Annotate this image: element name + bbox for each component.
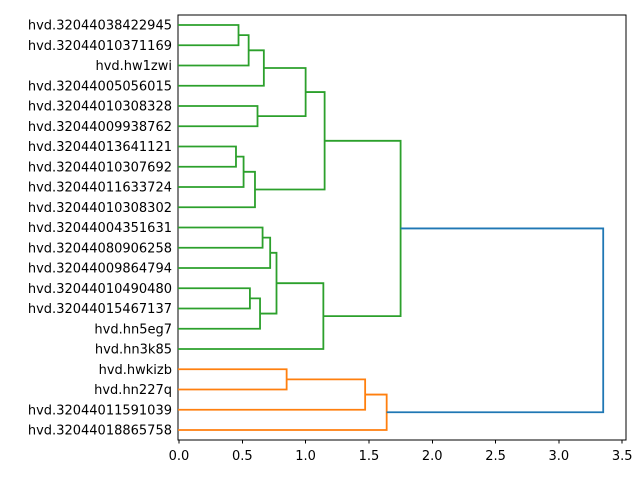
leaf-label: hvd.32044010490480: [28, 282, 172, 297]
dendrogram-link: [260, 251, 278, 315]
leaf-label: hvd.32044010308328: [28, 100, 172, 115]
dendrogram-link: [178, 170, 256, 209]
dendrogram-link: [178, 226, 264, 249]
dendrogram-link: [178, 368, 288, 391]
leaf-label: hvd.32044018865758: [28, 424, 172, 439]
leaf-label: hvd.32044009938762: [28, 120, 172, 135]
leaf-label: hvd.32044009864794: [28, 262, 172, 277]
dendrogram-link: [178, 297, 261, 330]
leaf-label: hvd.32044038422945: [28, 19, 172, 34]
leaf-label: hvd.hn227q: [94, 383, 172, 398]
dendrogram-link: [178, 287, 251, 310]
leaf-label: hvd.32044010371169: [28, 39, 172, 54]
leaf-label: hvd.hwkizb: [99, 363, 172, 378]
dendrogram-link: [178, 24, 240, 47]
leaf-label: hvd.hn3k85: [95, 343, 172, 358]
x-tick-label: 1.5: [359, 449, 380, 464]
leaf-label: hvd.32044015467137: [28, 302, 172, 317]
x-tick-label: 0.0: [169, 449, 190, 464]
leaf-label: hvd.32044004351631: [28, 221, 172, 236]
x-tick-label: 2.5: [485, 449, 506, 464]
x-tick-label: 3.5: [612, 449, 633, 464]
leaf-label: hvd.32044011591039: [28, 403, 172, 418]
leaf-label: hvd.32044013641121: [28, 140, 172, 155]
x-tick-label: 3.0: [549, 449, 570, 464]
dendrogram-link: [178, 236, 272, 269]
x-tick-label: 2.0: [422, 449, 443, 464]
leaf-label: hvd.32044011633724: [28, 181, 172, 196]
leaf-label: hvd.32044010308302: [28, 201, 172, 216]
dendrogram-link: [386, 227, 605, 414]
dendrogram-link: [178, 49, 265, 87]
leaf-label: hvd.hw1zwi: [95, 59, 172, 74]
dendrogram-link: [178, 378, 367, 411]
dendrogram-link: [178, 145, 237, 168]
leaf-label: hvd.32044005056015: [28, 79, 172, 94]
dendrogram-link: [323, 139, 402, 317]
x-tick-label: 0.5: [232, 449, 253, 464]
leaf-label: hvd.32044010307692: [28, 160, 172, 175]
dendrogram-link: [178, 155, 245, 188]
dendrogram-link: [178, 105, 259, 128]
dendrogram-link: [178, 393, 388, 431]
leaf-label: hvd.hn5eg7: [94, 322, 172, 337]
leaf-label: hvd.32044080906258: [28, 241, 172, 256]
x-tick-label: 1.0: [295, 449, 316, 464]
dendrogram-link: [254, 91, 326, 191]
